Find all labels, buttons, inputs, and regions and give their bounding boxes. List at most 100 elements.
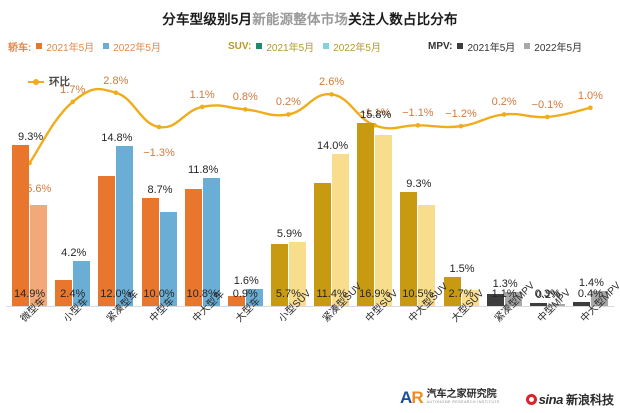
bar-value-label-2022: 9.3% — [18, 130, 44, 143]
bar-2021 — [98, 176, 116, 306]
line-data-point — [156, 124, 162, 130]
line-data-point — [113, 90, 119, 95]
line-data-point — [242, 107, 248, 112]
legend-swatch-icon — [256, 43, 263, 49]
bar-value-label-2022: 15.8% — [360, 108, 392, 121]
legend-item-suv-2022[interactable]: 2022年5月 — [323, 39, 381, 54]
title-part-1: 分车型级别5月 — [162, 12, 253, 27]
legend: 轿车: 2021年5月 2022年5月 SUV: 2021年5月 2022年5月… — [0, 38, 620, 54]
bar-2021 — [572, 301, 590, 306]
bar-value-label-2021: 11.4% — [316, 288, 347, 300]
legend-group-sedan: 轿车: 2021年5月 2022年5月 — [8, 38, 170, 54]
legend-swatch-icon — [457, 43, 464, 49]
bar-value-label-2021: 10.5% — [402, 288, 434, 300]
line-value-label: 2.8% — [103, 74, 129, 87]
bar-2022 — [590, 290, 608, 306]
bar-value-label-2021: 10.0% — [143, 288, 175, 300]
bar-2022 — [504, 291, 522, 306]
legend-group-mpv: MPV: 2021年5月 2022年5月 — [428, 38, 591, 54]
bar-2022 — [116, 145, 134, 306]
line-marker-icon — [28, 78, 44, 85]
legend-item-label: 2021年5月 — [46, 42, 95, 54]
legend-item-label: 2022年5月 — [113, 42, 161, 54]
bar-2021 — [12, 144, 30, 306]
bar-value-label-2022: 5.9% — [276, 228, 302, 241]
bar-2021 — [227, 296, 245, 306]
bar-2022 — [202, 178, 220, 306]
bar-2022 — [73, 260, 91, 306]
line-value-label: 1.1% — [189, 88, 215, 101]
bar-value-label-2021: 14.9% — [13, 288, 46, 300]
bar-2022 — [418, 205, 436, 306]
axis-line — [6, 306, 614, 307]
line-plot-layer: −5.6% 1.7% 2.8% −1.3% 1.1% 0.8% 0.2% 2.6% −1.1% −… — [0, 56, 620, 306]
line-data-point — [501, 112, 507, 117]
legend-group-suv: SUV: 2021年5月 2022年5月 — [228, 38, 390, 54]
bar-value-label-2022: 4.2% — [61, 246, 87, 259]
line-value-label: −1.1% — [358, 107, 391, 120]
bar-2022 — [288, 242, 306, 306]
bar-2022 — [159, 211, 177, 306]
line-data-point — [415, 123, 421, 128]
legend-item-label: 2022年5月 — [333, 42, 381, 54]
autohome-logo-en: AUTOHOME RESEARCH INSTITUTE — [426, 399, 500, 404]
bar-2021 — [314, 182, 332, 306]
legend-item-sedan-2022[interactable]: 2022年5月 — [103, 39, 161, 54]
line-data-point — [458, 123, 464, 129]
bar-value-label-2021: 0.3% — [534, 288, 560, 300]
bar-value-label-2022: 14.8% — [101, 131, 133, 144]
x-axis-tick-labels: 微型车 小型车 紧凑型车 中型车 中大型车 大型车 小型SUV 紧凑型SUV 中型SUV 中大型S… — [0, 280, 620, 370]
legend-item-mpv-2022[interactable]: 2022年5月 — [524, 39, 582, 54]
legend-group-suv-title: SUV: — [228, 40, 252, 52]
bar-value-label-2022: 14.0% — [316, 140, 349, 153]
bar-value-label-2021: 2.7% — [448, 288, 474, 300]
bar-value-label-2022: 9.3% — [406, 178, 432, 191]
autohome-logo-cn: 汽车之家研究院 — [426, 388, 497, 400]
line-data-point — [199, 104, 205, 110]
line-value-label: −1.1% — [402, 107, 434, 120]
line-value-label: 0.2% — [275, 96, 301, 109]
line-value-label: 0.2% — [491, 96, 517, 109]
bar-value-label-2021: 2.4% — [60, 288, 86, 300]
line-value-label: 2.6% — [319, 76, 345, 89]
bar-2021 — [55, 280, 73, 306]
line-value-label: 0.8% — [232, 91, 258, 104]
legend-group-sedan-title: 轿车: — [8, 42, 32, 54]
sina-logo-en: sina — [538, 392, 564, 407]
bar-2022 — [30, 205, 48, 306]
line-value-label: 1.7% — [60, 83, 86, 96]
bar-2022 — [245, 288, 263, 306]
legend-item-label: 2021年5月 — [467, 42, 516, 54]
legend-group-mpv-title: MPV: — [428, 40, 453, 52]
bar-value-label-2021: 0.9% — [232, 288, 258, 300]
legend-item-line-series[interactable]: 环比 — [28, 74, 70, 89]
legend-swatch-icon — [524, 43, 531, 49]
line-data-point — [544, 114, 550, 120]
legend-item-suv-2021[interactable]: 2021年5月 — [256, 39, 314, 54]
bar-2021 — [357, 122, 375, 306]
legend-swatch-icon — [36, 43, 43, 49]
bar-2021 — [141, 197, 159, 306]
bar-2022 — [547, 303, 565, 306]
sina-logo-cn: 新浪科技 — [565, 393, 614, 407]
line-data-point — [588, 105, 593, 111]
sina-eye-icon — [525, 394, 537, 405]
bar-value-label-2021: 12.0% — [100, 288, 132, 300]
bar-value-label-2021: 10.8% — [186, 288, 218, 300]
legend-item-label: 2022年5月 — [534, 42, 583, 54]
bar-value-label-2022: 0.2% — [535, 288, 561, 301]
legend-item-label: 2021年5月 — [266, 42, 315, 54]
footer: AR 汽车之家研究院 AUTOHOME RESEARCH INSTITUTE s… — [0, 383, 620, 409]
legend-item-mpv-2021[interactable]: 2021年5月 — [457, 39, 515, 54]
legend-item-sedan-2021[interactable]: 2021年5月 — [36, 39, 94, 54]
x-axis — [0, 306, 620, 308]
autohome-logo: AR 汽车之家研究院 AUTOHOME RESEARCH INSTITUTE — [400, 389, 500, 406]
bar-2021 — [529, 302, 547, 306]
bar-2021 — [443, 276, 461, 306]
bar-2021 — [184, 189, 202, 306]
bar-value-label-2022: 1.5% — [449, 262, 475, 275]
title-part-2: 关注人数占比分布 — [348, 12, 458, 27]
bar-2022 — [332, 154, 350, 306]
bar-2021 — [400, 192, 418, 306]
line-series-label: 环比 — [49, 76, 70, 88]
